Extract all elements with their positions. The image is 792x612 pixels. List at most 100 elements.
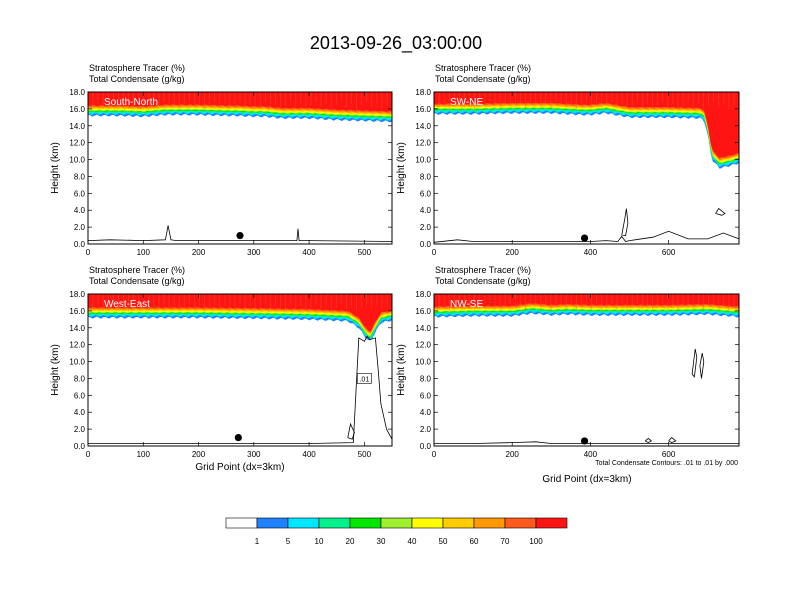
y-tick-label: 14.0 [415,324,431,333]
condensate-contour [691,348,698,378]
colorbar-swatch [380,517,413,529]
y-tick-label: 4.0 [420,408,432,417]
y-tick-label: 0.0 [420,240,432,249]
y-tick-label: 18.0 [69,290,85,299]
x-tick-label: 200 [192,450,206,459]
y-tick-label: 14.0 [69,324,85,333]
condensate-contour [715,207,726,216]
y-axis-label: Height (km) [396,142,407,194]
plot-frame [433,293,740,447]
location-marker [580,437,589,445]
contour-label-box [357,373,372,384]
colorbar-swatch [287,517,320,529]
x-tick-label: 400 [302,248,316,257]
x-tick-label: 0 [432,248,437,257]
y-tick-label: 16.0 [69,105,85,114]
condensate-contour [434,441,739,444]
colorbar-swatch [442,517,475,529]
x-tick-label: 400 [302,450,316,459]
y-tick-label: 0.0 [74,240,86,249]
y-tick-label: 10.0 [69,156,85,165]
colorbar-swatch [535,517,568,529]
x-tick-label: 400 [584,248,598,257]
x-tick-label: 300 [247,450,261,459]
y-tick-label: 8.0 [74,374,86,383]
y-tick-label: 8.0 [420,374,432,383]
colorbar-swatch [225,517,258,529]
colorbar-label: 50 [439,537,448,546]
colorbar-label: 100 [529,537,543,546]
figure-title: 2013-09-26_03:00:00 [310,33,482,54]
panel-name: NW-SE [450,299,483,310]
x-tick-label: 200 [192,248,206,257]
colorbar-swatch [473,517,506,529]
y-axis-label: Height (km) [50,344,61,396]
panel-label-line2: Total Condensate (g/kg) [89,74,185,84]
panel-label-line1: Stratosphere Tracer (%) [89,265,185,275]
y-tick-label: 2.0 [420,425,432,434]
y-tick-label: 10.0 [69,358,85,367]
x-tick-label: 200 [506,450,520,459]
colorbar-label: 60 [470,537,479,546]
panel-label-line2: Total Condensate (g/kg) [435,276,531,286]
y-tick-label: 12.0 [415,139,431,148]
y-tick-label: 8.0 [420,172,432,181]
plot-frame [433,91,740,245]
plot-frame [87,91,393,245]
y-tick-label: 8.0 [74,172,86,181]
condensate-contour [87,225,393,242]
panel-label-line2: Total Condensate (g/kg) [435,74,531,84]
panel-name: SW-NE [450,97,483,108]
x-tick-label: 500 [358,248,372,257]
x-tick-label: 600 [662,248,676,257]
x-tick-label: 300 [247,248,261,257]
y-tick-label: 12.0 [415,341,431,350]
condensate-contour [88,335,393,444]
y-tick-label: 16.0 [415,105,431,114]
x-axis-label: Grid Point (dx=3km) [542,474,631,485]
x-tick-label: 100 [137,450,151,459]
panel-west-east: Stratosphere Tracer (%) Total Condensate… [50,265,393,473]
colorbar-swatch [504,517,537,529]
y-tick-label: 16.0 [69,307,85,316]
colorbar-swatch [318,517,351,529]
panel-name: West-East [104,299,150,310]
colorbar-label: 30 [377,537,386,546]
panel-label-line1: Stratosphere Tracer (%) [435,63,531,73]
panel-sw-ne: Stratosphere Tracer (%) Total Condensate… [396,63,740,257]
y-tick-label: 10.0 [415,358,431,367]
y-tick-label: 4.0 [420,206,432,215]
location-marker [580,234,589,242]
y-tick-label: 4.0 [74,408,86,417]
y-tick-label: 14.0 [415,122,431,131]
y-tick-label: 14.0 [69,122,85,131]
colorbar: 1 5 10 20 30 40 50 60 70 100 [225,517,568,546]
colorbar-label: 10 [315,537,324,546]
condensate-contour [433,230,740,243]
condensate-contour [668,437,677,444]
y-tick-label: 18.0 [69,88,85,97]
x-tick-label: 400 [584,450,598,459]
colorbar-label: 1 [255,537,260,546]
colorbar-swatch [411,517,444,529]
y-tick-label: 6.0 [420,391,432,400]
y-tick-label: 12.0 [69,341,85,350]
condensate-contour [347,422,355,440]
y-tick-label: 10.0 [415,156,431,165]
colorbar-label: 70 [501,537,510,546]
location-marker [234,433,242,442]
y-tick-label: 16.0 [415,307,431,316]
x-tick-label: 500 [358,450,372,459]
y-tick-label: 18.0 [415,290,431,299]
plot-area: NW-SE 0.0 2.0 4.0 6.0 8.0 10.0 12.0 14.0 16.0 18.0… [415,290,740,459]
y-tick-label: 0.0 [420,442,432,451]
panel-name: South-North [104,97,158,108]
plot-area: SW-NE 0.0 2.0 4.0 6.0 8.0 10.0 12.0 14.0 16.0 18.0… [415,88,740,257]
y-tick-label: 12.0 [69,139,85,148]
x-tick-label: 0 [432,450,437,459]
colorbar-label: 40 [408,537,417,546]
plot-background [434,294,739,446]
x-tick-label: 100 [137,248,151,257]
x-tick-label: 600 [662,450,676,459]
